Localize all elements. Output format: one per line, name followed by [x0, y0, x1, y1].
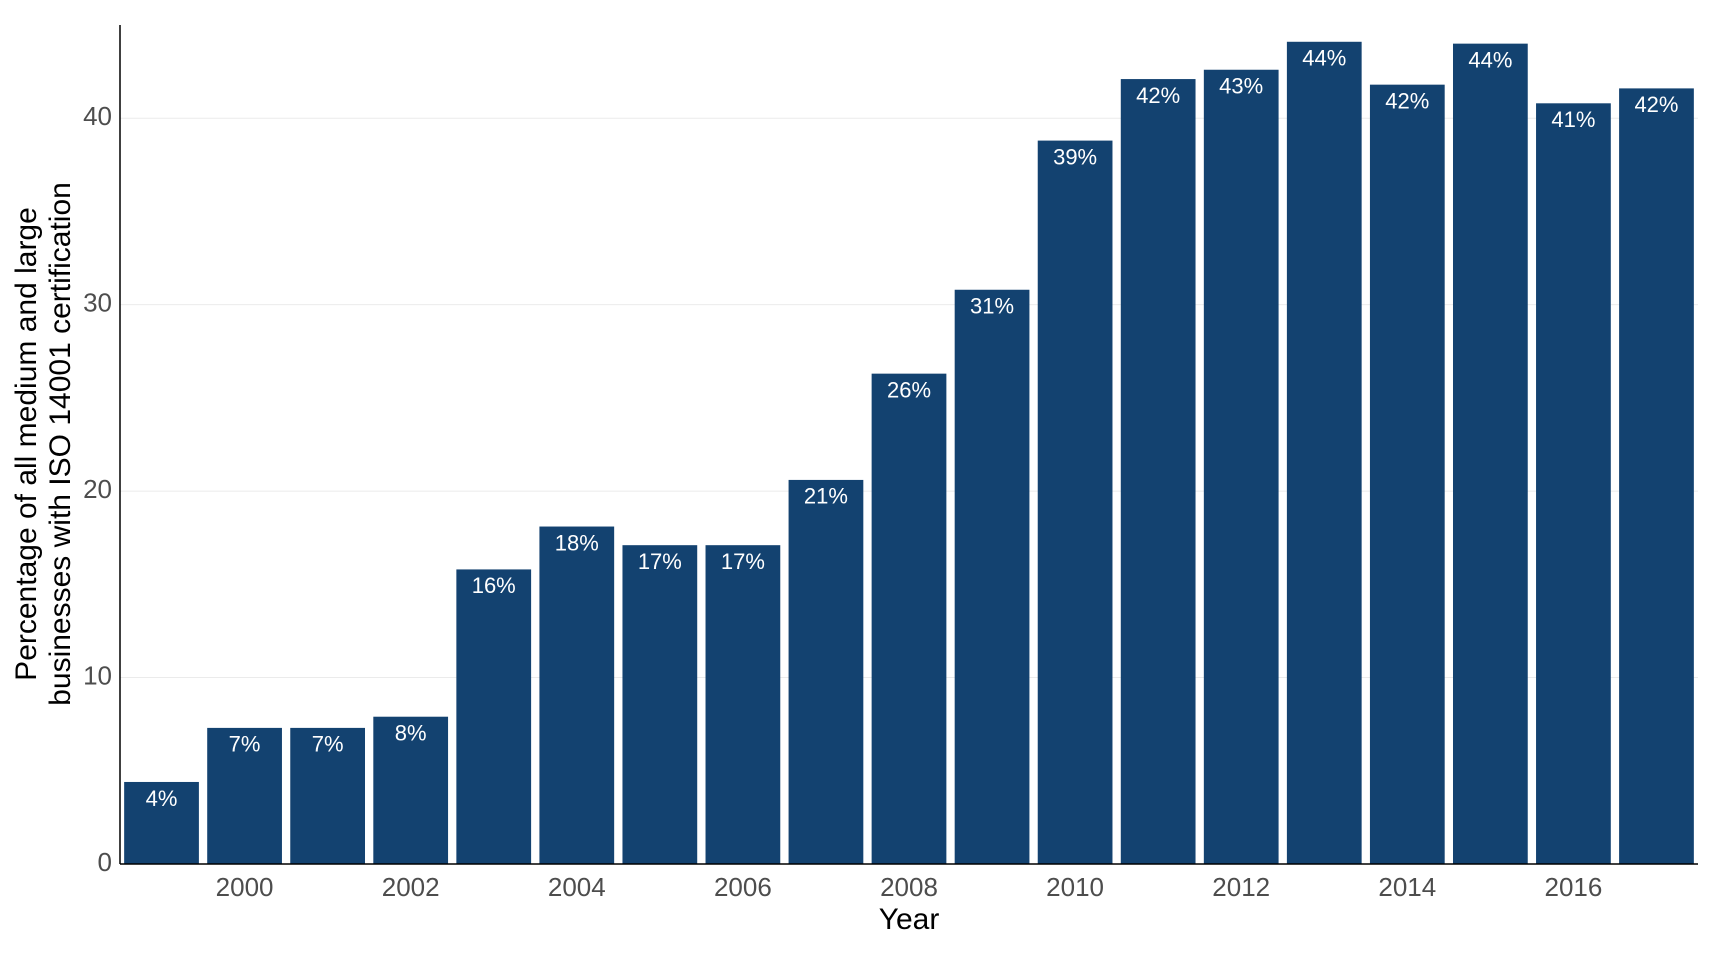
value-label: 42%: [1385, 88, 1429, 113]
x-tick-label: 2012: [1212, 872, 1270, 902]
bar: [124, 781, 199, 864]
bar: [1369, 84, 1445, 864]
x-tick-label: 2010: [1046, 872, 1104, 902]
bar: [1286, 41, 1362, 864]
value-label: 8%: [395, 721, 427, 746]
y-tick-label: 0: [98, 847, 112, 877]
value-label: 26%: [887, 377, 931, 402]
y-tick-label: 40: [83, 101, 112, 131]
value-label: 43%: [1219, 74, 1263, 99]
x-tick-label: 2004: [548, 872, 606, 902]
x-axis-title: Year: [879, 903, 940, 936]
value-label: 7%: [229, 732, 261, 757]
value-label: 18%: [555, 530, 599, 555]
value-label: 41%: [1551, 107, 1595, 132]
bar: [1452, 43, 1528, 864]
x-tick-label: 2000: [216, 872, 274, 902]
bar: [1120, 79, 1196, 864]
y-axis-title: businesses with ISO 14001 certification: [44, 182, 77, 706]
bar: [1619, 88, 1694, 864]
bar: [456, 569, 532, 864]
bar: [539, 526, 615, 864]
bar: [373, 716, 449, 864]
value-label: 17%: [638, 549, 682, 574]
y-tick-label: 20: [83, 474, 112, 504]
value-label: 39%: [1053, 144, 1097, 169]
bar: [622, 545, 698, 864]
x-tick-label: 2006: [714, 872, 772, 902]
bar: [788, 479, 864, 864]
value-label: 17%: [721, 549, 765, 574]
value-label: 16%: [472, 573, 516, 598]
bar: [1203, 69, 1279, 865]
bar: [705, 545, 781, 864]
y-axis-title: Percentage of all medium and large: [10, 207, 43, 681]
value-label: 21%: [804, 484, 848, 509]
value-label: 44%: [1468, 47, 1512, 72]
x-tick-label: 2002: [382, 872, 440, 902]
x-tick-label: 2014: [1378, 872, 1436, 902]
value-label: 42%: [1634, 92, 1678, 117]
y-tick-label: 10: [83, 660, 112, 690]
bar: [207, 727, 282, 864]
x-tick-label: 2008: [880, 872, 938, 902]
bar: [1536, 103, 1611, 865]
y-tick-label: 30: [83, 288, 112, 318]
x-tick-label: 2016: [1544, 872, 1602, 902]
bar: [954, 289, 1030, 864]
bar: [290, 727, 366, 864]
value-label: 42%: [1136, 83, 1180, 108]
bar: [1037, 140, 1113, 864]
value-label: 44%: [1302, 46, 1346, 71]
value-label: 7%: [312, 732, 344, 757]
value-label: 4%: [146, 786, 178, 811]
bar: [871, 373, 947, 864]
value-label: 31%: [970, 294, 1014, 319]
